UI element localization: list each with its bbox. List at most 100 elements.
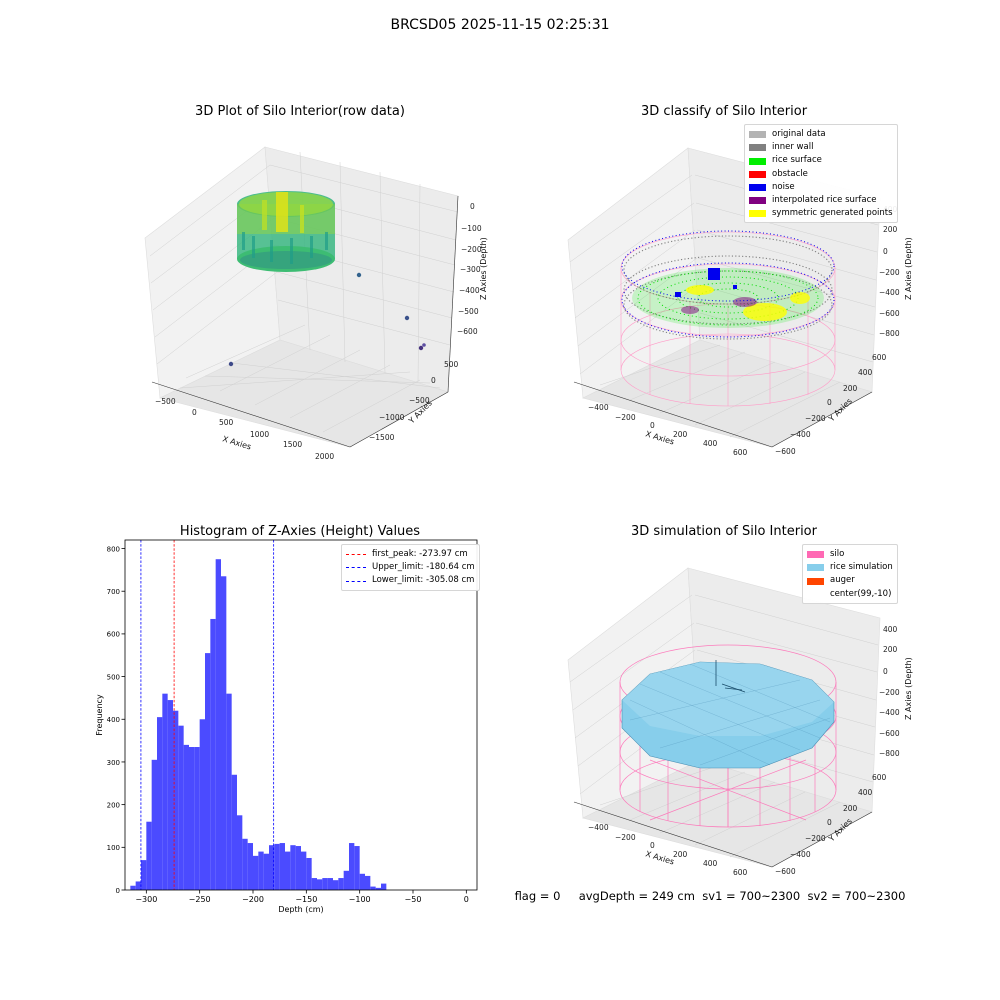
sim-y-tick: 400 (858, 788, 873, 797)
histogram-bar (317, 879, 323, 890)
histogram-bar (221, 576, 227, 890)
histogram-bar (194, 747, 200, 890)
classify-z-tick: −800 (879, 329, 900, 338)
histogram-bar (199, 719, 205, 890)
histogram-bar (258, 851, 264, 890)
legend-label: first_peak: -273.97 cm (372, 549, 468, 559)
histogram-axes: −300 −250 −200 −150 −100 −50 0 0 100 200 300 400 500… (95, 539, 478, 914)
raw-x-tick: 1500 (283, 440, 302, 449)
histogram-bar (290, 845, 296, 890)
histogram-title: Histogram of Z-Axies (Height) Values (179, 524, 421, 539)
histogram-bar (183, 744, 189, 890)
legend-label: Upper_limit: -180.64 cm (372, 562, 475, 573)
legend-item: center(99,-10) (807, 588, 893, 601)
histogram-bar (338, 878, 344, 890)
y-tick-label: 700 (107, 588, 120, 596)
classify-z-tick: 200 (883, 225, 898, 234)
histogram-bar (135, 881, 141, 890)
legend-patch (807, 591, 824, 598)
histogram-bar (231, 774, 237, 890)
legend-item: silo (807, 548, 893, 561)
legend-patch (749, 144, 766, 152)
histogram-bar (141, 860, 147, 890)
histogram-bar (269, 845, 275, 890)
histogram-bar (322, 878, 328, 890)
raw-x-tick: −500 (155, 397, 176, 406)
legend-patch (749, 170, 766, 178)
raw-x-tick: 0 (192, 408, 197, 417)
classify-y-tick: 200 (843, 384, 858, 393)
legend-item: interpolated rice surface (749, 194, 893, 207)
raw-z-label: Z Axies (Depth) (479, 237, 488, 300)
legend-line (346, 580, 366, 582)
y-tick-label: 800 (107, 545, 120, 553)
raw-z-tick: −300 (460, 265, 481, 274)
legend-patch (749, 131, 766, 139)
sim-x-tick: −400 (588, 823, 609, 832)
y-axis-label: Frequency (95, 694, 104, 736)
legend-item: rice simulation (807, 561, 893, 574)
raw-z-tick: −400 (459, 286, 480, 295)
legend-item: original data (749, 128, 893, 141)
histogram-bar (381, 883, 387, 890)
legend-item: auger (807, 574, 893, 587)
legend-item: Lower_limit: -305.08 cm (346, 574, 475, 587)
histogram-bar (253, 855, 259, 890)
sim-y-tick: 600 (872, 773, 887, 782)
x-tick-label: −200 (242, 895, 264, 904)
histogram-bar (311, 878, 317, 890)
legend-label: symmetric generated points (772, 208, 893, 219)
raw-3d-axes: −500 0 500 1000 1500 2000 X Axies 500 0 … (144, 146, 488, 461)
histogram-bar (189, 747, 195, 890)
classify-x-tick: 200 (673, 430, 688, 439)
simulation-legend: silo rice simulation auger center(99,-10… (802, 544, 898, 604)
legend-label: rice surface (772, 155, 822, 166)
histogram-bar (359, 873, 365, 890)
histogram-bar (333, 880, 339, 890)
histogram-bar (157, 717, 163, 890)
legend-patch (749, 183, 766, 191)
legend-patch (807, 577, 824, 585)
sim-z-tick: −200 (879, 688, 900, 697)
sim-y-tick: −400 (790, 850, 811, 859)
classify-y-tick: −400 (790, 430, 811, 439)
sim-y-tick: −600 (775, 867, 796, 876)
legend-line (346, 554, 366, 556)
classify-x-tick: −200 (615, 413, 636, 422)
raw-x-tick: 2000 (315, 452, 334, 461)
classify-z-label: Z Axies (Depth) (904, 237, 913, 300)
sim-x-tick: 600 (733, 868, 748, 877)
x-tick-label: −300 (135, 895, 157, 904)
histogram-bar (306, 857, 312, 890)
simulation-panel-title: 3D simulation of Silo Interior (631, 524, 817, 539)
flag-value: flag = 0 (514, 889, 561, 903)
sim-z-tick: −800 (879, 749, 900, 758)
raw-x-tick: 1000 (250, 430, 269, 439)
x-axis-label: Depth (cm) (278, 905, 323, 914)
sim-z-tick: −400 (879, 708, 900, 717)
histogram-bar (146, 821, 152, 890)
classify-z-tick: 0 (883, 247, 888, 256)
raw-x-tick: 500 (219, 418, 234, 427)
classify-panel-title: 3D classify of Silo Interior (640, 104, 808, 119)
histogram-bar (274, 843, 280, 890)
classify-x-tick: −400 (588, 403, 609, 412)
raw-y-tick: −1000 (379, 413, 405, 422)
histogram-bar (301, 851, 307, 890)
classify-x-tick: 600 (733, 448, 748, 457)
legend-patch (749, 197, 766, 205)
histogram-bar (365, 875, 371, 890)
legend-item: symmetric generated points (749, 207, 893, 220)
classify-y-tick: 400 (858, 368, 873, 377)
sim-y-tick: 200 (843, 804, 858, 813)
legend-label: silo (830, 549, 845, 559)
raw-y-tick: −1500 (369, 433, 395, 442)
y-tick-label: 200 (107, 801, 120, 809)
classify-x-tick: 400 (703, 439, 718, 448)
legend-patch (749, 157, 766, 165)
legend-label: center(99,-10) (830, 588, 892, 599)
histogram-bar (151, 759, 157, 890)
histogram-legend: first_peak: -273.97 cm Upper_limit: -180… (341, 544, 480, 591)
sim-x-tick: 0 (650, 841, 655, 850)
classify-z-tick: −400 (879, 288, 900, 297)
